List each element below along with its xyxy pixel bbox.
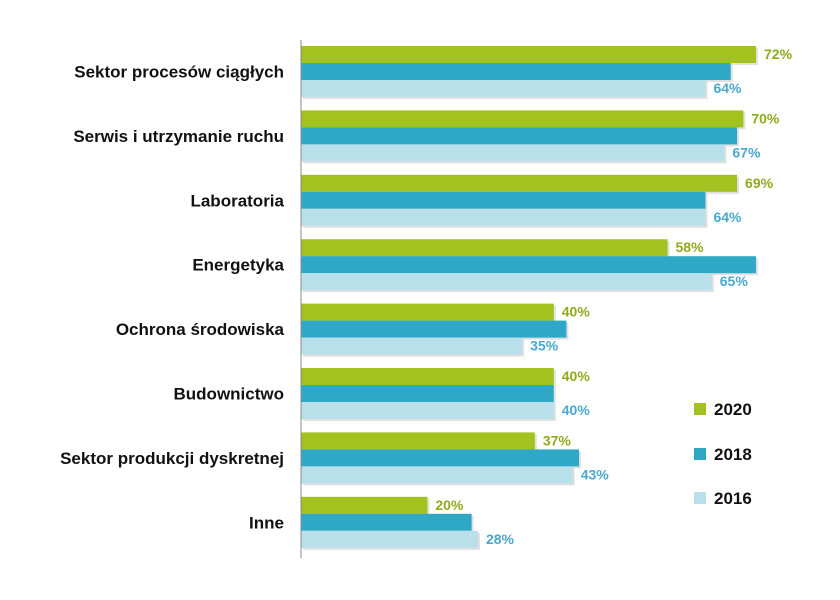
legend-label-2020: 2020 [714, 400, 752, 419]
data-label-2016-sektor-procesow-ciaglych: 64% [713, 80, 742, 96]
data-label-2020-laboratoria: 69% [745, 175, 774, 191]
bar-2016-ochrona-srodowiska [301, 337, 523, 355]
data-label-2016-energetyka: 65% [720, 273, 749, 289]
bar-2016-budownictwo [301, 402, 554, 419]
legend: 2020 2018 2016 [694, 400, 752, 508]
category-label-inne: Inne [249, 513, 284, 532]
bar-2016-sektor-produkcji-dyskretnej [301, 466, 573, 484]
category-labels-layer: Sektor procesów ciągłych Serwis i utrzyma… [60, 63, 284, 533]
bar-2016-inne [301, 530, 478, 548]
bar-2016-sektor-procesow-ciaglych [301, 80, 706, 97]
bar-2020-sektor-produkcji-dyskretnej [301, 432, 535, 450]
category-label-laboratoria: Laboratoria [190, 191, 284, 210]
bar-2020-inne [301, 496, 428, 514]
data-label-2020-ochrona-srodowiska: 40% [562, 304, 591, 320]
bar-2020-budownictwo [301, 368, 554, 385]
bar-2016-serwis-i-utrzymanie-ruchu [301, 144, 725, 162]
bar-2020-laboratoria [301, 174, 738, 192]
bar-2018-budownictwo [301, 385, 554, 402]
category-label-budownictwo: Budownictwo [174, 385, 284, 404]
category-label-serwis-i-utrzymanie-ruchu: Serwis i utrzymanie ruchu [73, 127, 284, 146]
data-labels-layer: 72%64%70%67%69%64%58%65%40%35%40%40%37%4… [435, 46, 792, 547]
bar-2020-energetyka [301, 239, 668, 257]
data-label-2020-serwis-i-utrzymanie-ruchu: 70% [751, 110, 780, 126]
bar-2018-energetyka [301, 256, 756, 274]
data-label-2020-energetyka: 58% [676, 239, 705, 255]
category-label-sektor-produkcji-dyskretnej: Sektor produkcji dyskretnej [60, 449, 284, 468]
data-label-2016-ochrona-srodowiska: 35% [530, 338, 559, 354]
legend-label-2018: 2018 [714, 445, 752, 464]
data-label-2020-inne: 20% [435, 497, 464, 513]
data-label-2016-sektor-produkcji-dyskretnej: 43% [581, 466, 610, 482]
data-label-2016-serwis-i-utrzymanie-ruchu: 67% [732, 144, 761, 160]
bar-2020-ochrona-srodowiska [301, 303, 554, 321]
bar-2018-sektor-produkcji-dyskretnej [301, 449, 580, 467]
bar-2016-energetyka [301, 273, 712, 291]
data-label-2016-inne: 28% [486, 531, 515, 547]
bar-2018-ochrona-srodowiska [301, 320, 567, 338]
bar-2018-inne [301, 513, 472, 531]
data-label-2016-budownictwo: 40% [562, 402, 591, 418]
category-label-sektor-procesow-ciaglych: Sektor procesów ciągłych [74, 63, 284, 82]
bar-2020-serwis-i-utrzymanie-ruchu [301, 110, 744, 128]
data-label-2020-sektor-produkcji-dyskretnej: 37% [543, 432, 572, 448]
bar-2016-laboratoria [301, 208, 706, 226]
legend-label-2016: 2016 [714, 489, 752, 508]
bar-2018-laboratoria [301, 191, 706, 209]
data-label-2016-laboratoria: 64% [713, 209, 742, 225]
bars-layer [301, 46, 758, 550]
legend-swatch-2020 [694, 403, 706, 415]
bar-2020-sektor-procesow-ciaglych [301, 46, 756, 63]
category-label-energetyka: Energetyka [192, 256, 284, 275]
bar-2018-serwis-i-utrzymanie-ruchu [301, 127, 738, 145]
data-label-2020-sektor-procesow-ciaglych: 72% [764, 46, 793, 62]
legend-swatch-2016 [694, 492, 706, 504]
bar-2018-sektor-procesow-ciaglych [301, 63, 731, 80]
data-label-2020-budownictwo: 40% [562, 368, 591, 384]
legend-swatch-2018 [694, 448, 706, 460]
category-label-ochrona-srodowiska: Ochrona środowiska [116, 320, 285, 339]
